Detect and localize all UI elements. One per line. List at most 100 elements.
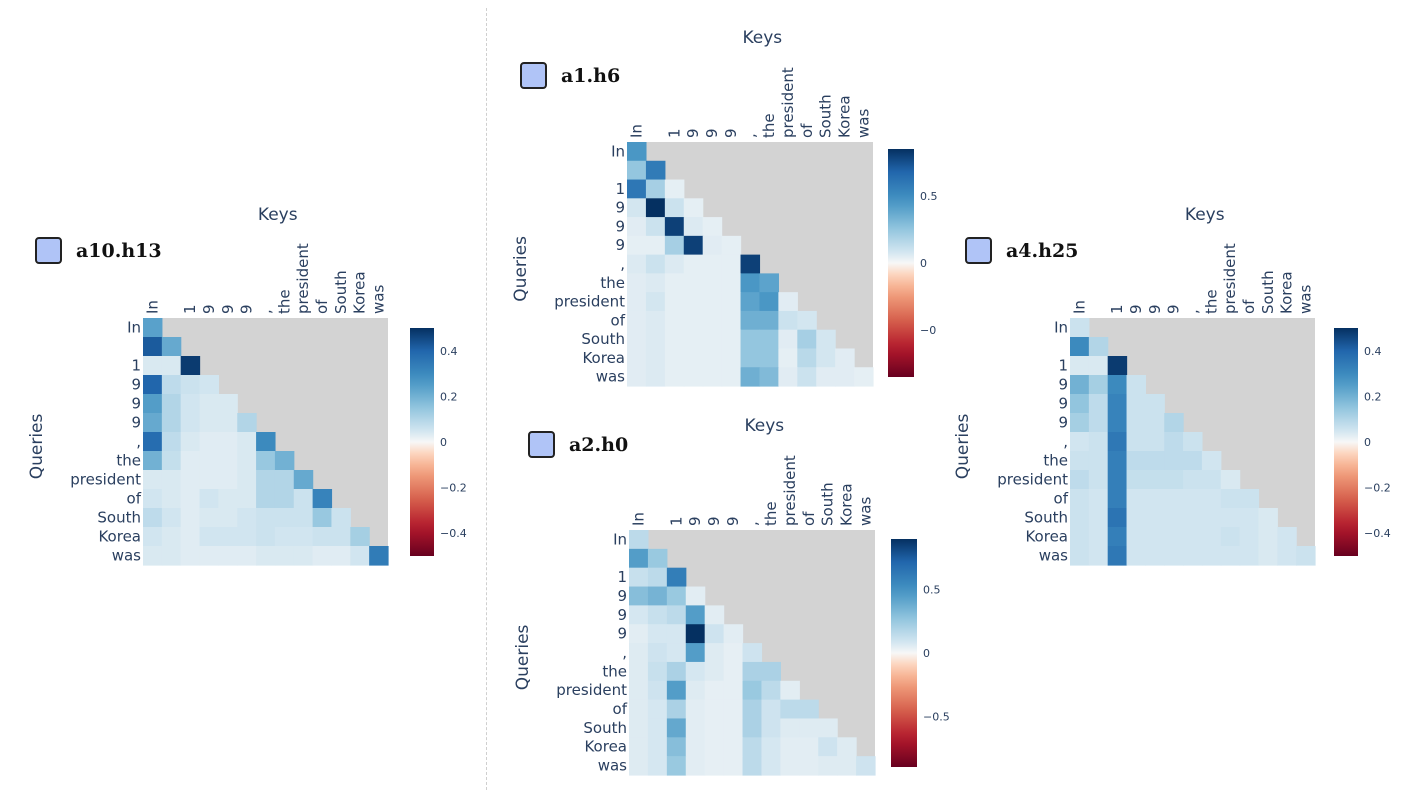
heatmap-cell-q12-k5 [1164,546,1184,566]
heatmap-cell-q5-k0 [143,413,163,433]
heatmap-cell-q0-k0 [143,318,163,338]
heatmap-cell-q9-k8 [293,489,314,509]
head-label: a1.h6 [520,62,620,89]
heatmap-cell-q12-k9 [312,546,333,566]
heatmap-cell-q9-k4 [704,699,725,720]
heatmap-cell-q9-k6 [740,310,761,331]
heatmap-cell-q7-k5 [721,273,742,293]
heatmap-cell-q10-k9 [1239,508,1260,528]
heatmap-cell-q0-k0 [629,530,649,550]
heatmap-cell-q8-k7 [274,470,295,490]
heatmap-cell-q12-k11 [835,367,855,387]
heatmap-cell-q6-k2 [664,254,685,274]
heatmap-cell-q7-k7 [1201,451,1222,471]
heatmap-cell-q12-k0 [143,546,163,566]
heatmap-cell-q10-k7 [759,329,779,350]
x-tick-label: 9 [219,304,237,314]
heatmap-cell-q11-k10 [818,737,838,757]
y-tick-label: of [127,490,142,508]
heatmap-cell-q7-k5 [237,451,257,471]
heatmap-cell-q8-k0 [627,292,647,312]
heatmap-cell-q1-k0 [627,160,647,181]
colorbar [1334,328,1358,556]
heatmap-cell-q12-k0 [627,367,647,387]
heatmap-cell-q8-k0 [629,680,649,701]
heatmap-cell-q6-k4 [1145,432,1165,452]
heatmap-cell-q11-k1 [1088,527,1109,547]
heatmap-cell-q10-k7 [274,508,295,528]
x-tick-label: of [313,299,331,314]
y-tick-label: 9 [615,236,625,254]
heatmap-cell-q8-k8 [778,292,798,312]
heatmap-cell-q12-k5 [721,367,742,387]
y-tick-label: 9 [617,625,627,643]
heatmap-cell-q3-k1 [1088,375,1109,395]
heatmap-cell-q10-k0 [629,718,649,738]
heatmap-cell-q12-k3 [683,367,704,387]
y-tick-label: Korea [582,349,625,367]
heatmap-cell-q7-k4 [1145,451,1165,471]
heatmap-cell-q10-k3 [683,329,704,350]
y-tick-label: was [112,547,141,565]
heatmap-cell-q12-k10 [816,367,836,387]
y-axis-title: Queries [511,236,531,302]
heatmap-cell-q12-k3 [199,546,219,566]
colorbar-tick-label: −0.2 [440,482,467,495]
heatmap-cell-q11-k10 [1258,527,1278,547]
heatmap-cell-q9-k0 [627,310,647,331]
x-tick-label: president [294,243,312,314]
x-tick-label: 9 [238,304,256,314]
heatmap-cell-q12-k4 [704,756,725,776]
heatmap-cell-q8-k8 [780,680,800,701]
heatmap-cell-q7-k3 [1126,451,1146,471]
head-color-swatch[interactable] [35,237,62,264]
x-tick-label: , [741,133,759,138]
heatmap-cell-q8-k6 [742,680,763,701]
y-tick-label: , [1063,433,1068,451]
heatmap-cell-q5-k1 [161,413,182,433]
y-tick-label: of [611,311,626,329]
heatmap-cell-q11-k5 [237,527,257,547]
colorbar-tick-label: −0.4 [440,527,467,540]
heatmap-cell-q3-k0 [629,586,649,606]
heatmap-cell-q7-k1 [161,451,182,471]
heatmap-cell-q12-k10 [331,546,351,566]
heatmap-cell-q5-k2 [666,624,687,644]
heatmap-cell-q8-k4 [218,470,238,490]
heatmap-cell-q12-k1 [647,756,668,776]
heatmap-cell-q5-k5 [237,413,257,433]
head-color-swatch[interactable] [965,237,992,264]
heatmap-cell-q7-k5 [723,661,744,682]
y-tick-label: president [554,293,625,311]
heatmap-cell-q7-k7 [274,451,295,471]
heatmap-cell-q8-k1 [1088,470,1109,490]
y-tick-label: 9 [615,217,625,235]
heatmap-cell-q6-k5 [721,254,742,274]
heatmap-cell-q11-k11 [1277,527,1297,547]
heatmap-cell-q1-k1 [1088,337,1109,357]
heatmap-cell-q12-k12 [854,367,874,387]
y-tick-label: the [602,662,627,680]
heatmap-cell-q10-k1 [1088,508,1109,528]
y-tick-label: In [1054,319,1068,337]
x-axis-title: Keys [258,205,298,225]
x-tick-label: president [1221,243,1239,314]
heatmap-cell-q6-k3 [199,432,219,452]
heatmap-cell-q1-k0 [143,337,163,357]
heatmap-cell-q9-k0 [143,489,163,509]
y-tick-label: 9 [615,199,625,217]
heatmap-cell-q7-k0 [629,661,649,682]
heatmap-cell-q8-k3 [683,292,704,312]
heatmap-cell-q12-k1 [161,546,182,566]
heatmap-cell-q11-k2 [1107,527,1128,547]
head-color-swatch[interactable] [520,62,547,89]
heatmap-cell-q4-k0 [629,605,649,625]
heatmap-cell-q11-k2 [666,737,687,757]
heatmap-cell-q2-k1 [161,356,182,376]
head-color-swatch[interactable] [528,431,555,458]
heatmap-cell-q9-k3 [685,699,706,720]
heatmap-cell-q12-k2 [1107,546,1128,566]
heatmap-cell-q6-k5 [237,432,257,452]
x-tick-label: of [798,123,816,138]
